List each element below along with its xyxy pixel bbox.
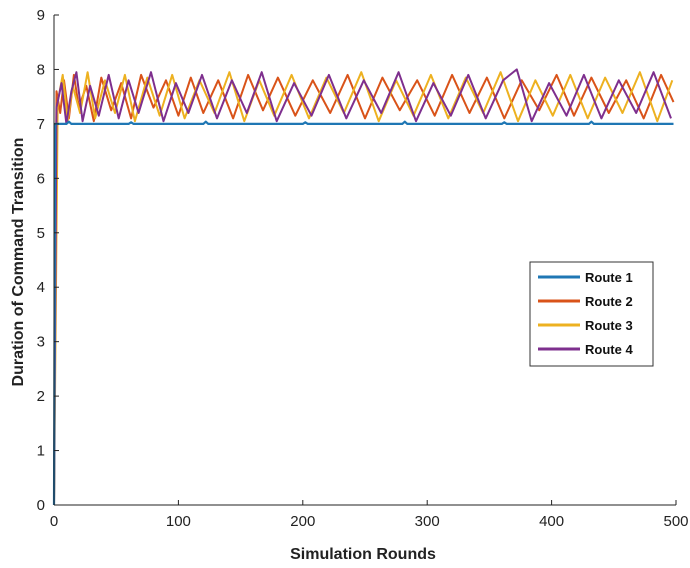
legend-label: Route 4	[585, 342, 633, 357]
x-tick-label: 100	[166, 513, 191, 530]
y-tick-label: 7	[37, 116, 45, 133]
plot-lines	[52, 68, 675, 506]
axes	[53, 14, 677, 506]
y-tick-label: 6	[37, 170, 45, 187]
legend: Route 1 Route 2 Route 3 Route 4	[529, 261, 654, 367]
x-tick-label: 0	[50, 513, 58, 530]
tick-labels: 0 1 2 3 4 5 6 7 8 9 0 100 200 300 400 500	[37, 7, 689, 530]
x-tick-label: 300	[415, 513, 440, 530]
legend-label: Route 1	[585, 270, 633, 285]
x-tick-label: 400	[539, 513, 564, 530]
y-tick-label: 1	[37, 443, 45, 460]
x-tick-label: 200	[290, 513, 315, 530]
x-axis-label: Simulation Rounds	[290, 546, 436, 563]
y-tick-label: 9	[37, 7, 45, 24]
legend-label: Route 3	[585, 318, 633, 333]
series-line-route-1	[52, 120, 674, 506]
y-tick-label: 5	[37, 225, 45, 242]
y-axis-label: Duration of Command Transition	[10, 138, 27, 387]
x-tick-label: 500	[663, 513, 688, 530]
series-line-route-4	[53, 68, 672, 506]
y-tick-label: 4	[37, 279, 45, 296]
series-line-route-3	[53, 71, 674, 506]
legend-label: Route 2	[585, 294, 633, 309]
y-tick-label: 2	[37, 388, 45, 405]
y-tick-label: 0	[37, 497, 45, 514]
y-tick-label: 8	[37, 61, 45, 78]
y-tick-label: 3	[37, 334, 45, 351]
